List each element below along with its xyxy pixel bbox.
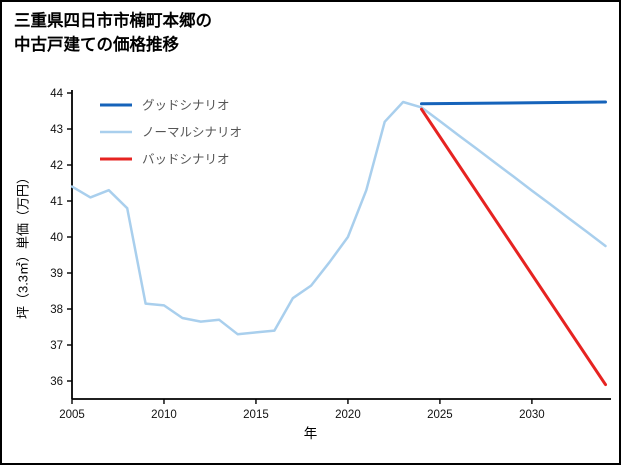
x-tick-label: 2015 xyxy=(243,409,269,421)
series-line-good xyxy=(420,100,607,106)
y-tick-label: 43 xyxy=(50,124,63,136)
x-axis-label: 年 xyxy=(303,426,318,441)
legend-item-good: グッドシナリオ xyxy=(100,99,230,113)
y-axis-label: 坪（3.3㎡）単価（万円） xyxy=(15,170,31,320)
y-tick-label: 42 xyxy=(50,160,63,172)
x-tick-label: 2005 xyxy=(59,409,85,421)
chart-title-line1: 三重県四日市市楠町本郷の xyxy=(14,12,212,30)
series-line-bad xyxy=(420,107,607,387)
legend-item-normal: ノーマルシナリオ xyxy=(100,126,242,140)
x-tick-label: 2025 xyxy=(427,409,453,421)
chart-title: 三重県四日市市楠町本郷の 中古戸建ての価格推移 xyxy=(14,10,212,58)
legend-item-bad: バッドシナリオ xyxy=(100,153,230,167)
x-tick-label: 2010 xyxy=(151,409,177,421)
y-tick-label: 41 xyxy=(50,196,63,208)
x-tick-label: 2020 xyxy=(335,409,361,421)
y-tick-label: 44 xyxy=(50,88,63,100)
legend-label-normal: ノーマルシナリオ xyxy=(142,126,242,140)
x-tick-label: 2030 xyxy=(519,409,545,421)
y-tick-label: 38 xyxy=(50,304,63,316)
y-tick-label: 39 xyxy=(50,268,63,280)
y-tick-label: 36 xyxy=(50,376,63,388)
series-line-normal xyxy=(70,100,607,336)
legend-label-good: グッドシナリオ xyxy=(142,99,230,113)
legend-label-bad: バッドシナリオ xyxy=(142,153,230,167)
y-tick-label: 37 xyxy=(50,340,63,352)
chart-title-line2: 中古戸建ての価格推移 xyxy=(14,35,179,54)
y-tick-label: 40 xyxy=(50,232,63,244)
